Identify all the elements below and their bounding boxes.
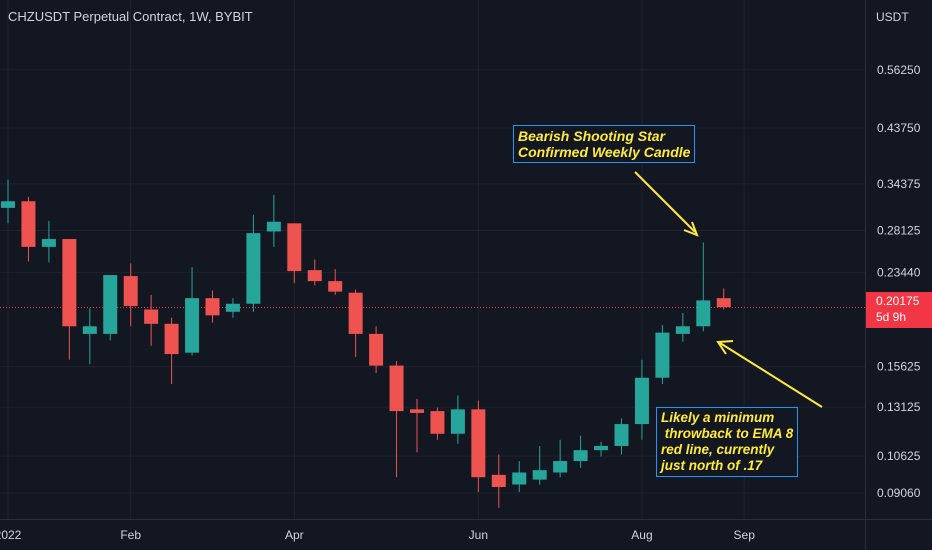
time-tick-label: Sep	[734, 528, 756, 542]
price-tick-label: 0.10625	[877, 449, 921, 463]
candle-body	[471, 409, 486, 478]
candle-body	[287, 223, 302, 272]
candle-body	[491, 474, 506, 487]
candle-body	[41, 239, 56, 247]
candle-body	[410, 409, 424, 413]
candle-body	[123, 276, 138, 307]
candle-body	[450, 409, 465, 434]
time-axis-labels: 2022 Feb Apr Jun Aug Sep	[0, 528, 755, 542]
candle-body	[103, 275, 118, 334]
candle-body	[62, 239, 77, 327]
candle-body	[205, 298, 220, 316]
candle-body	[614, 424, 629, 446]
arrow-top-shaft	[634, 171, 696, 233]
candle-body	[655, 332, 670, 378]
candles	[1, 179, 731, 508]
candle-body	[716, 298, 731, 308]
annotation-shooting-star[interactable]: Bearish Shooting Star Confirmed Weekly C…	[513, 125, 696, 163]
candle-body	[369, 333, 384, 366]
candle-body	[594, 445, 609, 451]
candle-body	[144, 309, 159, 324]
bar-countdown: 5d 9h	[876, 310, 907, 324]
chart-title: CHZUSDT Perpetual Contract, 1W, BYBIT	[8, 9, 253, 24]
price-tick-label: 0.56250	[877, 63, 921, 77]
price-tick-label: 0.28125	[877, 223, 921, 237]
candle-body	[21, 201, 36, 247]
time-tick-label: Aug	[631, 528, 652, 542]
candle-body	[532, 470, 547, 480]
candle-body	[225, 303, 240, 312]
candle-body	[675, 326, 690, 334]
candle-body	[185, 298, 200, 353]
candle-body	[246, 233, 261, 304]
arrow-top-head	[683, 221, 699, 237]
price-tick-label: 0.09060	[877, 486, 921, 500]
time-tick-label: Apr	[285, 528, 304, 542]
candle-body	[634, 377, 649, 425]
candle-body	[348, 292, 363, 334]
time-tick-label: Feb	[120, 528, 141, 542]
arrow-bottom-head	[716, 340, 734, 355]
time-tick-label: Jun	[469, 528, 488, 542]
candle-body	[82, 326, 97, 334]
arrows	[634, 171, 823, 408]
currency-label: USDT	[876, 10, 909, 24]
last-price-tag: 0.20175 5d 9h	[866, 292, 932, 328]
candle-body	[696, 300, 711, 327]
price-tick-label: 0.34375	[877, 177, 921, 191]
candle-body	[430, 411, 445, 434]
time-tick-label: 2022	[0, 528, 22, 542]
price-tick-label: 0.13125	[877, 400, 921, 414]
price-tick-label: 0.23440	[877, 266, 921, 280]
candle-body	[1, 201, 15, 208]
candle-body	[328, 281, 343, 292]
candle-body	[553, 461, 568, 473]
price-axis-labels: 0.56250 0.43750 0.34375 0.28125 0.23440 0.156…	[877, 63, 921, 500]
candle-body	[266, 221, 281, 232]
candle-body	[573, 450, 588, 462]
price-tick-label: 0.43750	[877, 121, 921, 135]
annotation-throwback[interactable]: Likely a minimum throwback to EMA 8 red …	[656, 407, 799, 477]
arrow-bottom-shaft	[719, 342, 823, 408]
candle-body	[164, 323, 179, 355]
candle-body	[512, 472, 527, 485]
last-price-value: 0.20175	[876, 294, 920, 308]
price-tick-label: 0.15625	[877, 360, 921, 374]
candle-body	[389, 365, 404, 412]
candle-body	[307, 270, 322, 282]
